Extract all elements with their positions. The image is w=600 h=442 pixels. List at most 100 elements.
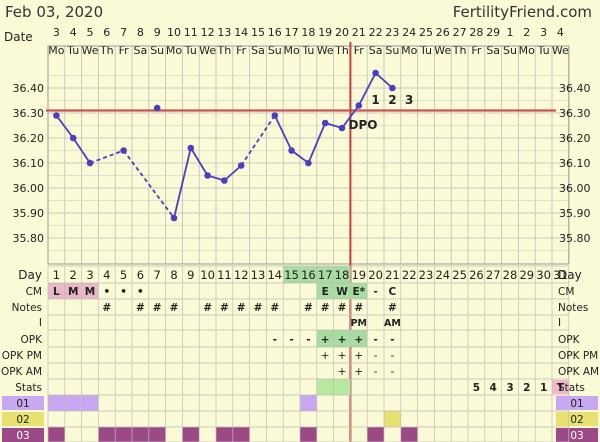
cycle-day-number: 24 bbox=[435, 268, 450, 282]
site-name: FertilityFriend.com bbox=[452, 3, 592, 21]
row03-cell bbox=[216, 427, 233, 442]
opk-result: + bbox=[338, 334, 347, 346]
y-tick-left: 36.30 bbox=[13, 107, 45, 120]
cm-value: E bbox=[322, 286, 329, 298]
opk-result: - bbox=[373, 334, 377, 346]
cm-value: • bbox=[103, 286, 110, 298]
notes-mark: # bbox=[270, 302, 279, 314]
cycle-day-number: 17 bbox=[318, 268, 333, 282]
date-number: 15 bbox=[251, 26, 265, 39]
cycle-day-number: 2 bbox=[70, 268, 77, 282]
dpo-number: 3 bbox=[405, 93, 413, 107]
cycle-day-number: 11 bbox=[217, 268, 232, 282]
y-tick-left: 35.90 bbox=[13, 207, 45, 220]
row02-cell bbox=[384, 411, 401, 427]
date-number: 9 bbox=[154, 26, 161, 39]
weekday-label: Th bbox=[452, 44, 467, 57]
date-number: 5 bbox=[87, 26, 94, 39]
y-tick-right: 36.30 bbox=[559, 107, 591, 120]
row-label-left: Notes bbox=[12, 302, 42, 314]
date-number: 4 bbox=[70, 26, 77, 39]
cm-value: L bbox=[53, 286, 60, 298]
row-label-left: OPK bbox=[21, 334, 44, 346]
row03-cell bbox=[300, 427, 317, 442]
temp-line bbox=[72, 137, 91, 164]
date-number: 23 bbox=[385, 26, 399, 39]
opk-positive-cell bbox=[350, 330, 368, 347]
date-number: 2 bbox=[523, 26, 530, 39]
row03-cell bbox=[115, 427, 132, 442]
weekday-label: Mo bbox=[48, 44, 64, 57]
opk-am-result: - bbox=[391, 366, 395, 378]
date-number: 27 bbox=[453, 26, 467, 39]
row02-swatch bbox=[556, 412, 598, 426]
intercourse-mark: PM bbox=[351, 318, 367, 329]
temp-point bbox=[389, 84, 396, 92]
row01-swatch bbox=[556, 396, 598, 410]
weekday-label: Mo bbox=[401, 44, 417, 57]
cycle-day-number: 27 bbox=[486, 268, 501, 282]
opk-pm-result: + bbox=[338, 350, 347, 362]
weekday-label: Tu bbox=[184, 44, 197, 57]
opk-am-result: + bbox=[354, 366, 363, 378]
weekday-label: Fr bbox=[354, 44, 365, 57]
notes-mark: # bbox=[338, 302, 347, 314]
weekday-label: Fr bbox=[471, 44, 482, 57]
date-number: 24 bbox=[402, 26, 416, 39]
date-number: 3 bbox=[540, 26, 547, 39]
row03-cell bbox=[232, 427, 250, 442]
row-label-right: OPK AM bbox=[558, 366, 599, 378]
temp-line bbox=[190, 147, 209, 176]
date-number: 16 bbox=[268, 26, 282, 39]
row-label-right: Day bbox=[558, 268, 582, 282]
y-tick-right: 35.90 bbox=[559, 207, 591, 220]
stats-green-cell bbox=[333, 379, 351, 395]
row03-cell bbox=[182, 427, 200, 442]
cycle-day-number: 21 bbox=[385, 268, 400, 282]
weekday-label: Sa bbox=[486, 44, 500, 57]
date-number: 20 bbox=[335, 26, 349, 39]
cycle-day-number: 15 bbox=[284, 268, 299, 282]
temp-point bbox=[221, 177, 228, 184]
temp-point bbox=[53, 112, 60, 119]
row01-cell bbox=[64, 395, 82, 411]
y-tick-right: 36.20 bbox=[559, 132, 591, 145]
temp-point bbox=[237, 162, 245, 169]
temp-point bbox=[305, 159, 312, 167]
weekday-label: Th bbox=[99, 44, 114, 57]
temp-line bbox=[55, 114, 74, 139]
intercourse-mark: AM bbox=[384, 318, 401, 329]
opk-result: - bbox=[289, 334, 293, 346]
temperature-grid-frame bbox=[47, 45, 570, 265]
temp-point bbox=[321, 119, 329, 127]
cm-value: W bbox=[336, 286, 348, 298]
opk-am-result: + bbox=[338, 366, 347, 378]
opk-pm-result: - bbox=[391, 350, 395, 362]
cycle-day-number: 6 bbox=[137, 268, 144, 282]
opk-am-result: - bbox=[374, 366, 378, 378]
weekday-label: Sa bbox=[134, 44, 148, 57]
weekday-label: Tu bbox=[537, 44, 550, 57]
day-highlight bbox=[300, 266, 317, 283]
row-label-left: OPK PM bbox=[2, 350, 42, 362]
cycle-day-number: 9 bbox=[187, 268, 194, 282]
row01-cell bbox=[81, 395, 99, 411]
cycle-day-number: 22 bbox=[402, 268, 417, 282]
stats-value: 2 bbox=[523, 382, 530, 394]
weekday-label: We bbox=[552, 44, 569, 57]
temp-line bbox=[358, 72, 377, 106]
notes-mark: # bbox=[170, 302, 179, 314]
row03-cell bbox=[367, 427, 384, 442]
cycle-day-number: 31 bbox=[553, 268, 568, 282]
row-label-right: CM bbox=[558, 286, 574, 298]
cycle-day-number: 8 bbox=[170, 268, 177, 282]
weekday-label: Su bbox=[150, 44, 164, 57]
cycle-day-number: 1 bbox=[53, 268, 60, 282]
row-label-left: OPK AM bbox=[1, 366, 42, 378]
cycle-day-number: 5 bbox=[120, 268, 127, 282]
opk-result: + bbox=[354, 334, 363, 346]
chart-date: Feb 03, 2020 bbox=[5, 3, 104, 21]
cm-value: • bbox=[120, 286, 127, 298]
cm-fertile-cell bbox=[333, 283, 351, 299]
